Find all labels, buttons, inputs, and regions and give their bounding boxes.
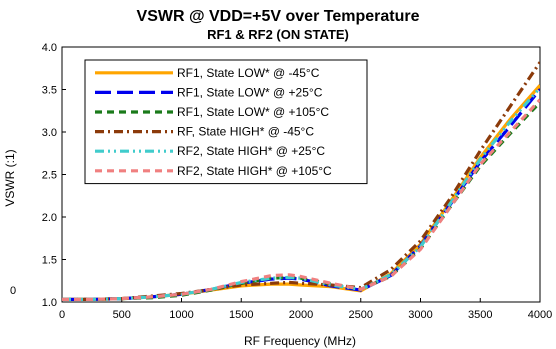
x-tick-label: 1500 <box>229 309 253 321</box>
x-tick-label: 1000 <box>169 309 193 321</box>
legend-entry: RF1, State LOW* @ +105°C <box>177 105 329 119</box>
x-tick-label: 0 <box>59 309 65 321</box>
legend-entry: RF1, State LOW* @ +25°C <box>177 85 323 99</box>
y-tick-label: 1.0 <box>42 297 57 309</box>
chart-title: VSWR @ VDD=+5V over Temperature <box>137 8 420 25</box>
y-axis-label: VSWR (:1) <box>3 149 17 206</box>
stray-label: 0 <box>10 285 16 297</box>
legend-box <box>84 59 368 185</box>
legend-entry: RF1, State LOW* @ -45°C <box>177 66 320 80</box>
legend-entry: RF2, State HIGH* @ +105°C <box>177 164 332 178</box>
y-tick-label: 3.5 <box>42 85 57 97</box>
legend: RF1, State LOW* @ -45°C RF1, State LOW* @… <box>84 59 368 185</box>
x-tick-label: 500 <box>113 309 131 321</box>
x-tick-label: 2000 <box>289 309 313 321</box>
y-tick-label: 2.0 <box>42 212 57 224</box>
x-axis-label: RF Frequency (MHz) <box>244 334 356 348</box>
y-tick-label: 3.0 <box>42 127 57 139</box>
series-line-6 <box>62 98 540 301</box>
x-tick-label: 2500 <box>349 309 373 321</box>
x-tick-label: 3500 <box>468 309 492 321</box>
y-tick-label: 2.5 <box>42 170 57 182</box>
y-tick-label: 4.0 <box>42 42 57 54</box>
x-tick-label: 3000 <box>408 309 432 321</box>
chart-subtitle: RF1 & RF2 (ON STATE) <box>207 27 349 42</box>
x-tick-label: 4000 <box>528 309 552 321</box>
legend-entry: RF, State HIGH* @ -45°C <box>177 125 314 139</box>
legend-entry: RF2, State HIGH* @ +25°C <box>177 144 325 158</box>
y-tick-label: 1.5 <box>42 255 57 267</box>
